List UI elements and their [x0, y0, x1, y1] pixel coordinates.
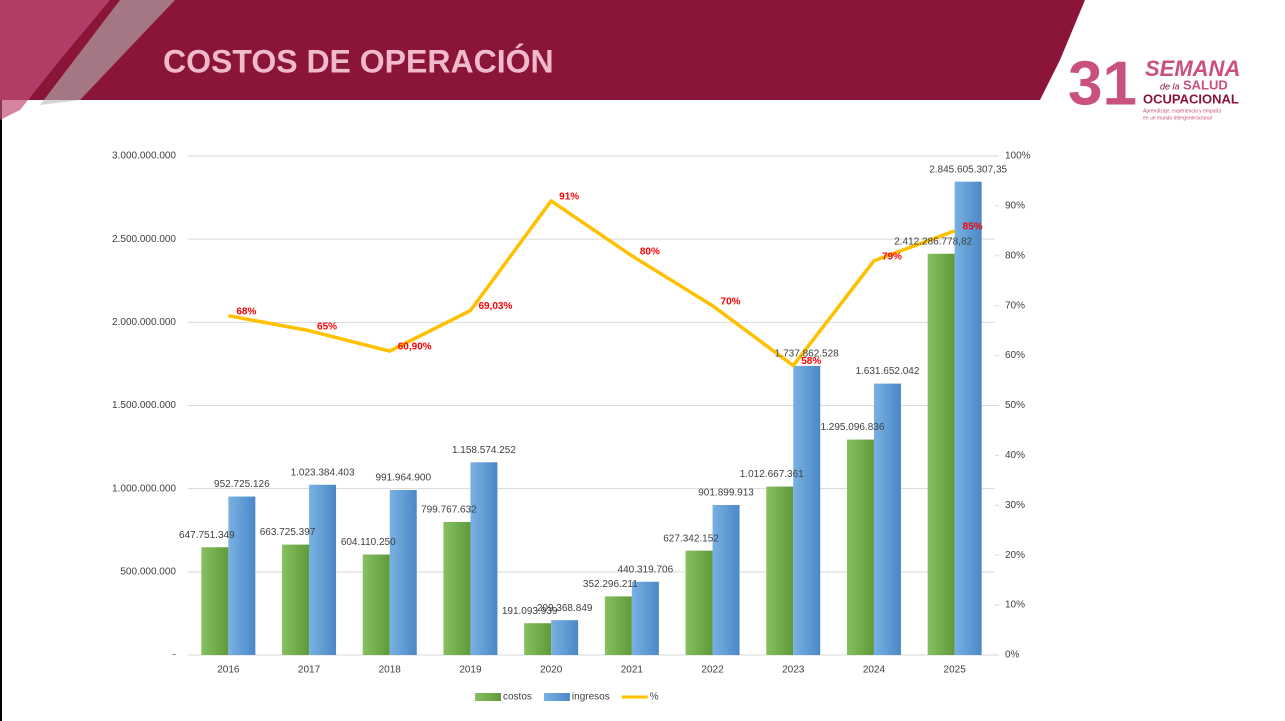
- x-tick-label: 2024: [863, 665, 886, 676]
- data-label: 952.725.126: [214, 479, 270, 490]
- logo-text: OCUPACIONAL: [1143, 91, 1239, 106]
- data-label: 991.964.900: [375, 473, 431, 484]
- y2-tick-label: 40%: [1005, 450, 1025, 461]
- bar: [282, 545, 309, 655]
- data-label: 209.368.849: [537, 603, 593, 614]
- data-label: 69,03%: [478, 301, 512, 312]
- bar: [632, 582, 659, 655]
- y-tick-label: 2.500.000.000: [112, 234, 176, 245]
- x-tick-label: 2020: [540, 665, 563, 676]
- data-label: 58%: [801, 356, 821, 367]
- y-tick-label: -: [173, 650, 176, 661]
- y2-tick-label: 90%: [1005, 201, 1025, 212]
- data-label: 627.342.152: [663, 533, 719, 544]
- data-label: 1.295.096.836: [820, 422, 884, 433]
- bar: [524, 623, 551, 655]
- logo-text: Aprendizaje, experiencia y empatía: [1143, 108, 1221, 114]
- bar: [713, 505, 740, 655]
- y2-tick-label: 60%: [1005, 350, 1025, 361]
- bar: [605, 596, 632, 655]
- bar: [443, 522, 470, 655]
- data-label: 1.158.574.252: [452, 445, 516, 456]
- y-tick-label: 1.000.000.000: [112, 483, 176, 494]
- y2-tick-label: 30%: [1005, 500, 1025, 511]
- data-label: 60,90%: [398, 342, 432, 353]
- bar: [766, 487, 793, 655]
- x-tick-label: 2019: [459, 665, 482, 676]
- bar: [201, 547, 228, 655]
- logo-text: de la: [1160, 81, 1180, 91]
- data-label: 1.023.384.403: [291, 467, 355, 478]
- data-label: 80%: [640, 246, 660, 257]
- bar: [390, 490, 417, 655]
- data-label: 70%: [721, 296, 741, 307]
- x-tick-label: 2025: [944, 665, 967, 676]
- x-tick-label: 2023: [782, 665, 805, 676]
- y2-tick-label: 10%: [1005, 600, 1025, 611]
- y-tick-label: 3.000.000.000: [112, 151, 176, 162]
- data-label: 901.899.913: [698, 488, 754, 499]
- data-label: 1.012.667.361: [740, 469, 804, 480]
- bar: [928, 254, 955, 655]
- y2-tick-label: 80%: [1005, 250, 1025, 261]
- bar: [955, 182, 982, 655]
- y2-tick-label: 70%: [1005, 300, 1025, 311]
- data-label: 2.412.286.778,82: [894, 236, 972, 247]
- slide-title: COSTOS DE OPERACIÓN: [163, 43, 554, 79]
- data-label: 85%: [963, 221, 983, 232]
- legend-swatch: [544, 693, 570, 701]
- y2-tick-label: 100%: [1005, 151, 1031, 162]
- data-label: 79%: [882, 251, 902, 262]
- data-label: 2.845.605.307,35: [929, 164, 1007, 175]
- bar: [470, 462, 497, 655]
- bar: [847, 440, 874, 655]
- x-tick-label: 2022: [701, 665, 724, 676]
- y2-tick-label: 50%: [1005, 400, 1025, 411]
- legend-label: ingresos: [572, 692, 610, 703]
- logo-text: SALUD: [1183, 77, 1228, 92]
- y2-tick-label: 0%: [1005, 650, 1020, 661]
- legend-label: costos: [503, 692, 532, 703]
- bar: [686, 551, 713, 655]
- bar: [309, 485, 336, 655]
- data-label: 91%: [559, 192, 579, 203]
- data-label: 440.319.706: [618, 564, 674, 575]
- data-label: 647.751.349: [179, 530, 235, 541]
- bar: [793, 366, 820, 655]
- data-label: 65%: [317, 321, 337, 332]
- y-tick-label: 500.000.000: [120, 566, 176, 577]
- data-label: 799.767.632: [421, 505, 477, 516]
- bar: [551, 620, 578, 655]
- x-tick-label: 2016: [217, 665, 240, 676]
- logo-number: 31: [1068, 49, 1137, 118]
- data-label: 1.631.652.042: [855, 366, 919, 377]
- slide: COSTOS DE OPERACIÓN 31 SEMANA de la SALU…: [0, 0, 1285, 721]
- data-label: 68%: [236, 306, 256, 317]
- data-label: 604.110.250: [341, 537, 396, 548]
- data-label: 663.725.397: [260, 527, 316, 538]
- bar: [228, 497, 255, 655]
- x-tick-label: 2018: [379, 665, 402, 676]
- x-tick-label: 2021: [621, 665, 644, 676]
- data-label: 352.296.211: [583, 579, 638, 590]
- bar: [363, 555, 390, 655]
- x-tick-label: 2017: [298, 665, 321, 676]
- y-tick-label: 1.500.000.000: [112, 400, 176, 411]
- legend-swatch: [475, 693, 501, 701]
- legend-label: %: [650, 692, 659, 703]
- y2-tick-label: 20%: [1005, 550, 1025, 561]
- logo-text: en un mundo intergeneracional: [1143, 115, 1212, 121]
- y-tick-label: 2.000.000.000: [112, 317, 176, 328]
